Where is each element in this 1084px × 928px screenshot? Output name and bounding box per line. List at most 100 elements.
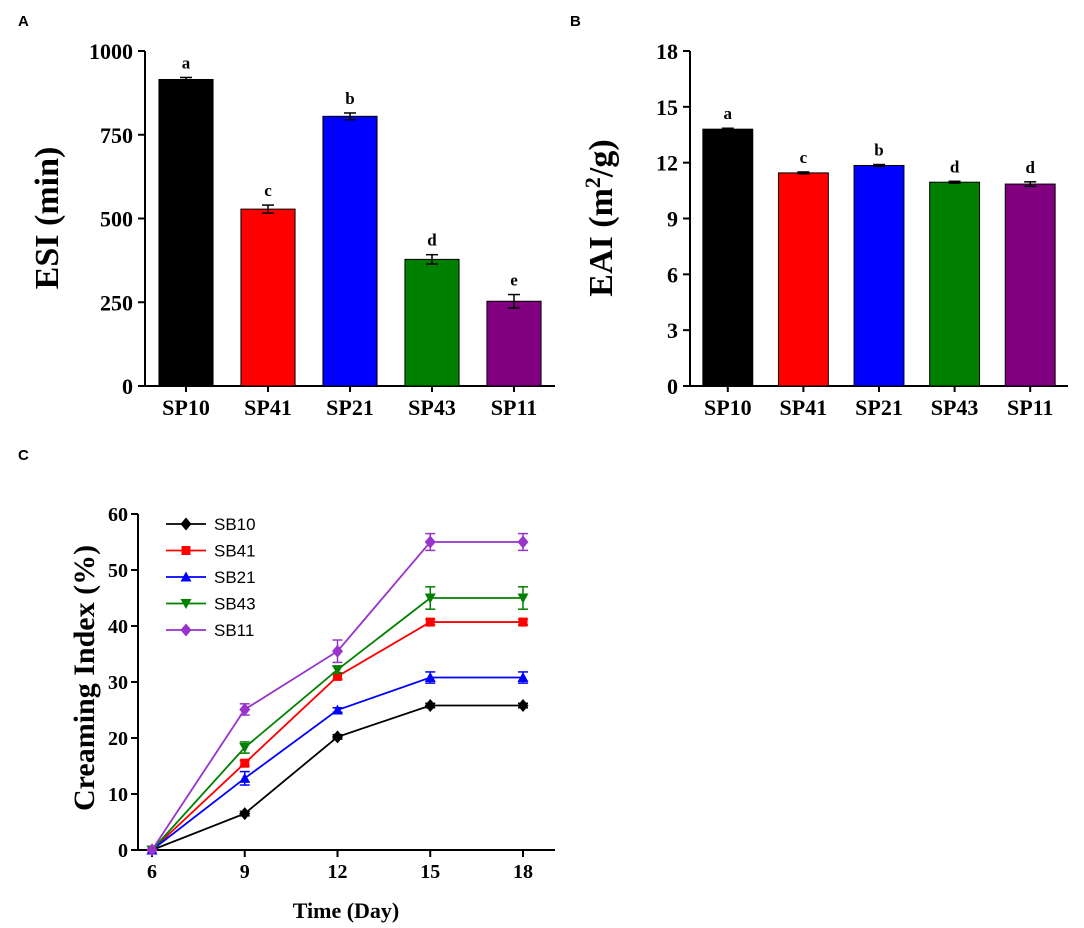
significance-label: e [510,271,518,290]
significance-label: d [427,231,437,250]
panel-letter-b: B [570,13,581,30]
marker-diamond [332,644,343,658]
bar [322,115,378,387]
marker-diamond [239,702,251,716]
marker-triangle-up [180,571,192,582]
y-axis-label-c: Creaming Index (%) [68,545,101,811]
y-tick-label: 40 [108,616,128,638]
series-sb10 [146,699,529,857]
series-line [151,676,523,851]
x-tick-label: SP41 [780,395,828,420]
marker-diamond [424,535,436,549]
legend-item: SB11 [166,621,254,640]
y-axis-label-b-sup: 2 [580,177,605,188]
y-tick-label: 6 [667,262,678,287]
y-tick-label: 15 [656,95,678,120]
y-tick-label: 1000 [89,39,133,64]
y-tick-label: 500 [100,207,133,232]
x-tick-label: SP41 [244,395,292,420]
significance-label: c [264,181,272,200]
y-axis-label-b: EAI (m2/g) [580,139,620,296]
legend-label: SB41 [214,542,256,561]
x-tick-label: SP11 [491,395,537,420]
legend-item: SB10 [166,515,256,534]
significance-label: b [345,89,354,108]
marker-diamond [517,699,529,713]
marker-diamond [146,843,158,857]
x-tick-label: SP43 [408,395,456,420]
significance-label: d [950,157,960,176]
y-tick-label: 0 [667,374,678,399]
y-tick-label: 60 [108,504,128,526]
panel-letter-c: C [18,447,29,464]
bar [158,78,214,387]
legend-label: SB10 [214,515,256,534]
panel-b-eai-chart: EAI (m2/g) 0 3 6 9 12 15 18 a SP10 c SP41 b SP21 d SP4… [580,39,1068,420]
marker-square [518,617,528,627]
marker-diamond [517,535,529,549]
marker-square [181,546,191,555]
x-tick-label: SP10 [162,395,210,420]
marker-triangle-down [239,743,251,754]
x-tick-label: 9 [240,861,250,883]
x-tick-label: 15 [420,861,440,883]
x-tick-label: 12 [328,861,348,883]
bar [404,258,460,387]
legend-item: SB43 [166,595,256,614]
panel-a-esi-chart: ESI (min) 0 250 500 750 1000 a SP10 c SP41 b SP21 d… [29,39,555,420]
marker-diamond [180,623,192,637]
y-tick-label: 750 [100,123,133,148]
bar [853,164,905,387]
y-tick-label: 50 [108,560,128,582]
x-axis-label-c: Time (Day) [293,898,400,923]
series-sb21 [146,671,529,855]
panel-letter-a: A [18,13,29,30]
legend-item: SB21 [166,568,256,587]
legend-label: SB43 [214,595,256,614]
marker-triangle-up [239,772,251,783]
significance-label: b [874,141,883,160]
panel-c-creaming-chart: Creaming Index (%) Time (Day) 0 10 20 30 40 5… [68,504,555,923]
marker-triangle-up [424,672,436,683]
x-tick-label: SP10 [704,395,752,420]
marker-triangle-up [332,704,343,715]
significance-label: a [182,53,191,72]
y-axis-label-b-end: /g) [583,139,620,178]
significance-label: d [1025,158,1035,177]
series-line [151,597,523,851]
x-tick-label: SP21 [855,395,903,420]
marker-square [333,671,342,681]
marker-diamond [424,699,436,713]
bar [240,208,296,387]
bar [929,181,981,387]
series-sb11 [146,532,529,857]
x-tick-label: 18 [513,861,533,883]
bar [486,300,542,387]
marker-triangle-down [424,593,436,604]
series-sb43 [146,586,529,856]
y-tick-label: 0 [118,840,128,862]
y-tick-label: 0 [122,374,133,399]
marker-triangle-down [517,593,529,604]
y-tick-label: 3 [667,318,678,343]
marker-square [240,758,250,768]
y-tick-label: 9 [667,207,678,232]
series-line [151,704,523,851]
x-tick-label: SP21 [326,395,374,420]
x-tick-label: SP11 [1007,395,1053,420]
x-tick-label: SP43 [931,395,979,420]
bar [1004,183,1056,387]
series-line [151,541,523,851]
marker-diamond [239,807,251,821]
x-tick-label: 6 [147,861,157,883]
y-axis-label-a: ESI (min) [29,147,66,290]
marker-square [425,617,435,627]
marker-triangle-down [180,599,192,609]
marker-diamond [332,730,343,744]
legend-item: SB41 [166,542,256,561]
y-axis-label-b-main: EAI (m [583,188,620,297]
y-tick-label: 10 [108,784,128,806]
significance-label: c [800,148,808,167]
bar [777,172,829,387]
